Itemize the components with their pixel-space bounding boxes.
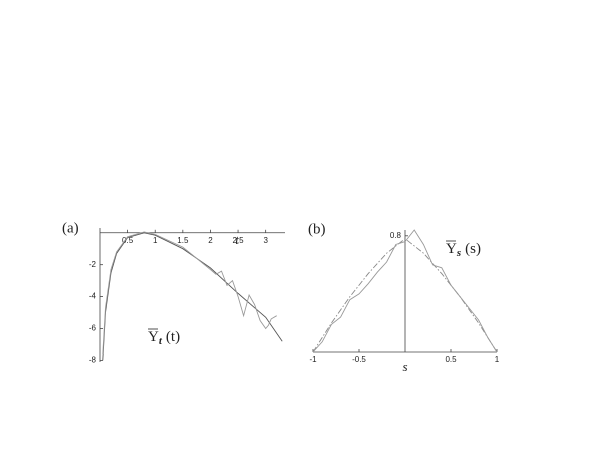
y-tick-label: -6: [89, 324, 97, 333]
y-tick-label: -8: [89, 356, 97, 365]
y-tick-label: -4: [89, 292, 97, 301]
annotation: Ys (s): [446, 241, 481, 258]
x-tick-label: 1.5: [177, 236, 189, 245]
annotation-argument: (t): [166, 329, 180, 345]
x-tick-label: 0.5: [445, 355, 457, 364]
annotation-symbol: Y: [148, 329, 159, 345]
x-tick-label: 0.5: [122, 236, 134, 245]
series-line: [102, 231, 277, 355]
x-tick-label: 2.5: [232, 236, 244, 245]
series-line: [102, 232, 283, 361]
annotation-subscript: t: [159, 335, 163, 347]
x-tick-label: 1: [495, 355, 500, 364]
series-line: [312, 238, 498, 353]
panel-label: (b): [308, 221, 326, 237]
y-tick-label: -2: [89, 260, 97, 269]
annotation-symbol: Y: [446, 241, 457, 257]
x-tick-label: -0.5: [352, 355, 366, 364]
annotation: Yt (t): [148, 329, 180, 346]
series-line: [312, 229, 498, 353]
x-tick-label: -1: [309, 355, 317, 364]
x-axis-label: t: [235, 232, 239, 247]
annotation-subscript: s: [456, 247, 461, 259]
panel-label: (a): [62, 220, 79, 236]
y-tick-label: 0.8: [390, 231, 402, 240]
x-tick-label: 1: [153, 236, 158, 245]
x-axis-label: s: [402, 359, 407, 374]
annotation-argument: (s): [465, 241, 481, 257]
x-tick-label: 3: [263, 236, 268, 245]
x-tick-label: 2: [208, 236, 213, 245]
